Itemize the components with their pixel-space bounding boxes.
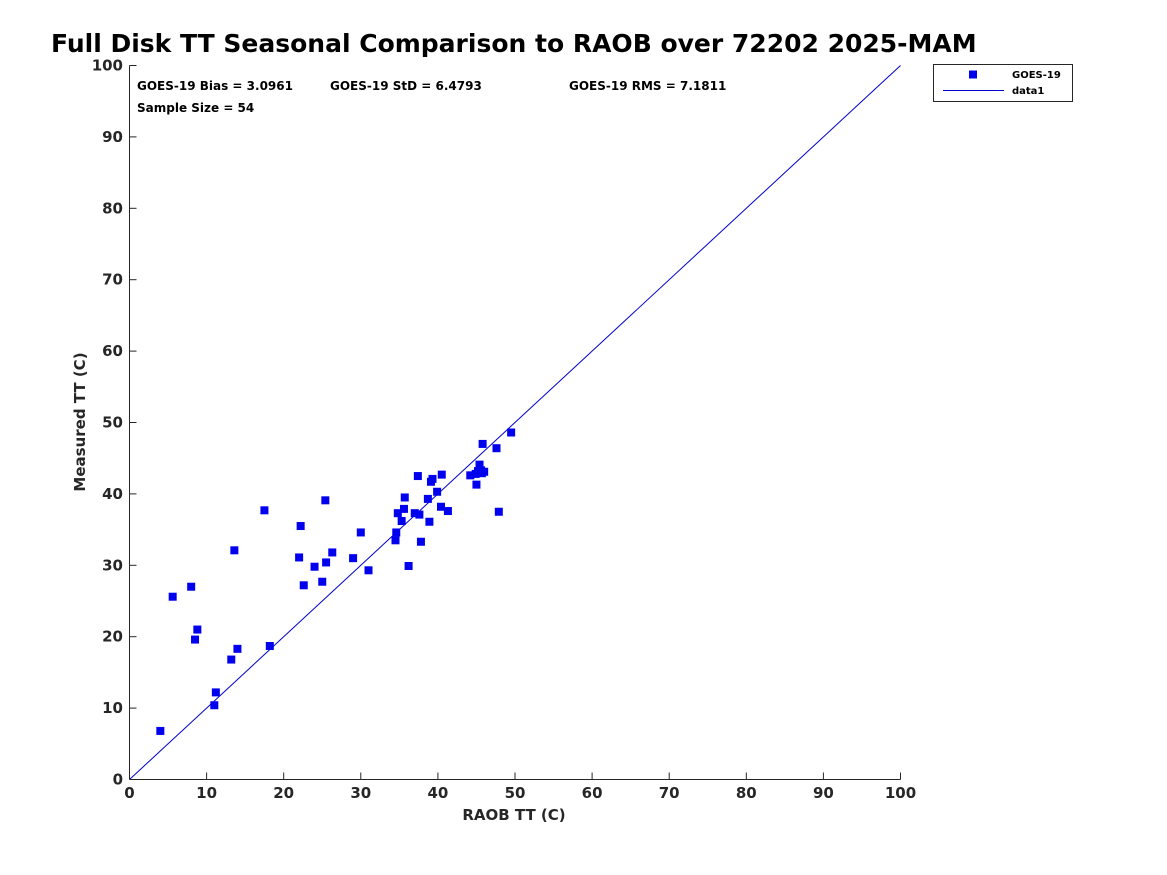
data-point-25 bbox=[392, 528, 401, 537]
data-point-1 bbox=[156, 726, 165, 735]
data-point-2 bbox=[168, 592, 177, 601]
data-point-8 bbox=[227, 655, 236, 664]
std-stat: GOES-19 StD = 6.4793 bbox=[330, 79, 482, 93]
data-point-16 bbox=[310, 562, 319, 571]
legend: GOES-19 data1 bbox=[933, 64, 1073, 102]
x-tick-label: 0 bbox=[124, 784, 134, 802]
x-tick-label: 100 bbox=[885, 784, 916, 802]
x-tick-label: 60 bbox=[582, 784, 603, 802]
data-point-29 bbox=[400, 493, 409, 502]
data-point-6 bbox=[210, 701, 219, 710]
y-tick-label: 10 bbox=[102, 699, 123, 717]
reference-line-layer bbox=[129, 65, 901, 780]
y-tick-label: 50 bbox=[102, 414, 123, 432]
data-point-36 bbox=[425, 517, 434, 526]
legend-label-goes19: GOES-19 bbox=[1012, 70, 1061, 81]
y-tick-label: 100 bbox=[92, 57, 123, 75]
x-tick-label: 40 bbox=[427, 784, 448, 802]
data-point-21 bbox=[349, 554, 358, 563]
data-points-layer bbox=[156, 428, 516, 735]
y-tick-label: 60 bbox=[102, 342, 123, 360]
x-axis-label: RAOB TT (C) bbox=[462, 806, 565, 824]
data-point-23 bbox=[364, 566, 373, 575]
y-ticks: 0 10 20 30 40 50 60 70 80 90 100 bbox=[92, 57, 137, 789]
rms-stat: GOES-19 RMS = 7.1811 bbox=[569, 79, 726, 93]
x-tick-label: 90 bbox=[813, 784, 834, 802]
y-tick-label: 70 bbox=[102, 271, 123, 289]
data-point-41 bbox=[437, 470, 446, 479]
data-point-31 bbox=[410, 509, 419, 518]
data-point-39 bbox=[433, 487, 442, 496]
x-tick-label: 70 bbox=[659, 784, 680, 802]
data-point-15 bbox=[299, 581, 308, 590]
data-point-12 bbox=[265, 641, 274, 650]
legend-box bbox=[933, 64, 1073, 102]
data-point-9 bbox=[230, 546, 239, 555]
data-point-22 bbox=[356, 528, 365, 537]
data-point-17 bbox=[318, 577, 327, 586]
data-point-42 bbox=[443, 507, 452, 516]
data-point-7 bbox=[211, 688, 220, 697]
y-tick-label: 30 bbox=[102, 556, 123, 574]
data-point-14 bbox=[296, 522, 305, 531]
sample-size-stat: Sample Size = 54 bbox=[137, 101, 254, 115]
y-axis-label: Measured TT (C) bbox=[71, 352, 89, 491]
data-point-10 bbox=[233, 644, 242, 653]
data-point-19 bbox=[322, 558, 331, 567]
y-tick-label: 40 bbox=[102, 485, 123, 503]
reference-line-data1 bbox=[129, 65, 901, 780]
data-point-4 bbox=[191, 635, 200, 644]
y-tick-label: 0 bbox=[113, 771, 123, 789]
y-tick-label: 20 bbox=[102, 628, 123, 646]
x-tick-label: 30 bbox=[350, 784, 371, 802]
data-point-40 bbox=[436, 502, 445, 511]
x-ticks: 0 10 20 30 40 50 60 70 80 90 100 bbox=[124, 772, 916, 802]
data-point-51 bbox=[480, 467, 489, 476]
data-point-26 bbox=[393, 509, 402, 518]
legend-square-marker bbox=[969, 70, 977, 79]
data-point-32 bbox=[413, 472, 422, 481]
y-tick-label: 90 bbox=[102, 128, 123, 146]
data-point-13 bbox=[295, 553, 304, 562]
data-point-11 bbox=[260, 506, 269, 515]
data-point-24 bbox=[391, 536, 400, 545]
data-point-18 bbox=[321, 496, 330, 505]
chart-title: Full Disk TT Seasonal Comparison to RAOB… bbox=[51, 29, 977, 58]
data-point-20 bbox=[328, 548, 337, 557]
data-point-5 bbox=[193, 625, 202, 634]
data-point-47 bbox=[475, 460, 484, 469]
data-point-38 bbox=[428, 474, 437, 483]
data-point-34 bbox=[416, 537, 425, 546]
x-tick-label: 20 bbox=[273, 784, 294, 802]
data-point-54 bbox=[507, 428, 516, 437]
data-point-43 bbox=[466, 471, 475, 480]
data-point-52 bbox=[492, 444, 501, 453]
y-tick-label: 80 bbox=[102, 199, 123, 217]
data-point-27 bbox=[397, 517, 406, 526]
data-point-33 bbox=[415, 510, 424, 519]
data-point-45 bbox=[472, 480, 481, 489]
x-tick-label: 80 bbox=[736, 784, 757, 802]
data-point-30 bbox=[404, 562, 413, 571]
data-point-53 bbox=[494, 507, 503, 516]
data-point-50 bbox=[478, 439, 487, 448]
x-tick-label: 50 bbox=[505, 784, 526, 802]
data-point-28 bbox=[399, 504, 408, 513]
x-tick-label: 10 bbox=[196, 784, 217, 802]
legend-label-data1: data1 bbox=[1012, 86, 1044, 97]
data-point-3 bbox=[187, 582, 196, 591]
bias-stat: GOES-19 Bias = 3.0961 bbox=[137, 79, 293, 93]
data-point-35 bbox=[423, 494, 432, 503]
